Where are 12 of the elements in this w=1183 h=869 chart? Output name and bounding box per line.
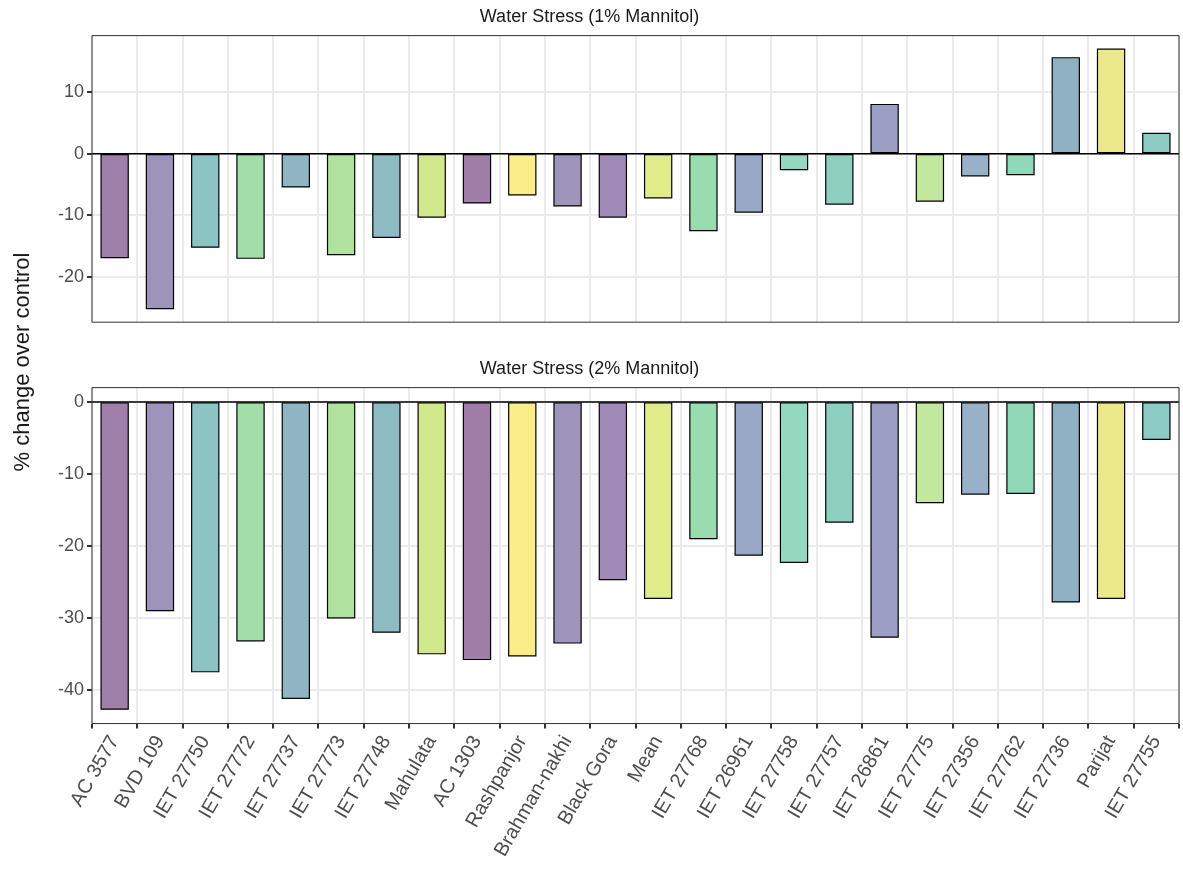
y-tick-label: -10 [57,462,84,483]
chart-title: Water Stress (1% Mannitol) [479,5,700,26]
y-tick-label: 0 [73,390,84,411]
y-tick-label: -30 [57,606,84,627]
y-tick-label: -10 [57,204,84,225]
y-tick-label: 10 [63,81,84,102]
y-tick-label: -40 [57,678,84,699]
y-axis-title: % change over control [9,252,35,472]
chart-title: Water Stress (2% Mannitol) [479,357,700,378]
y-tick-label: -20 [57,534,84,555]
y-tick-label: -20 [57,265,84,286]
y-tick-label: 0 [73,142,84,163]
